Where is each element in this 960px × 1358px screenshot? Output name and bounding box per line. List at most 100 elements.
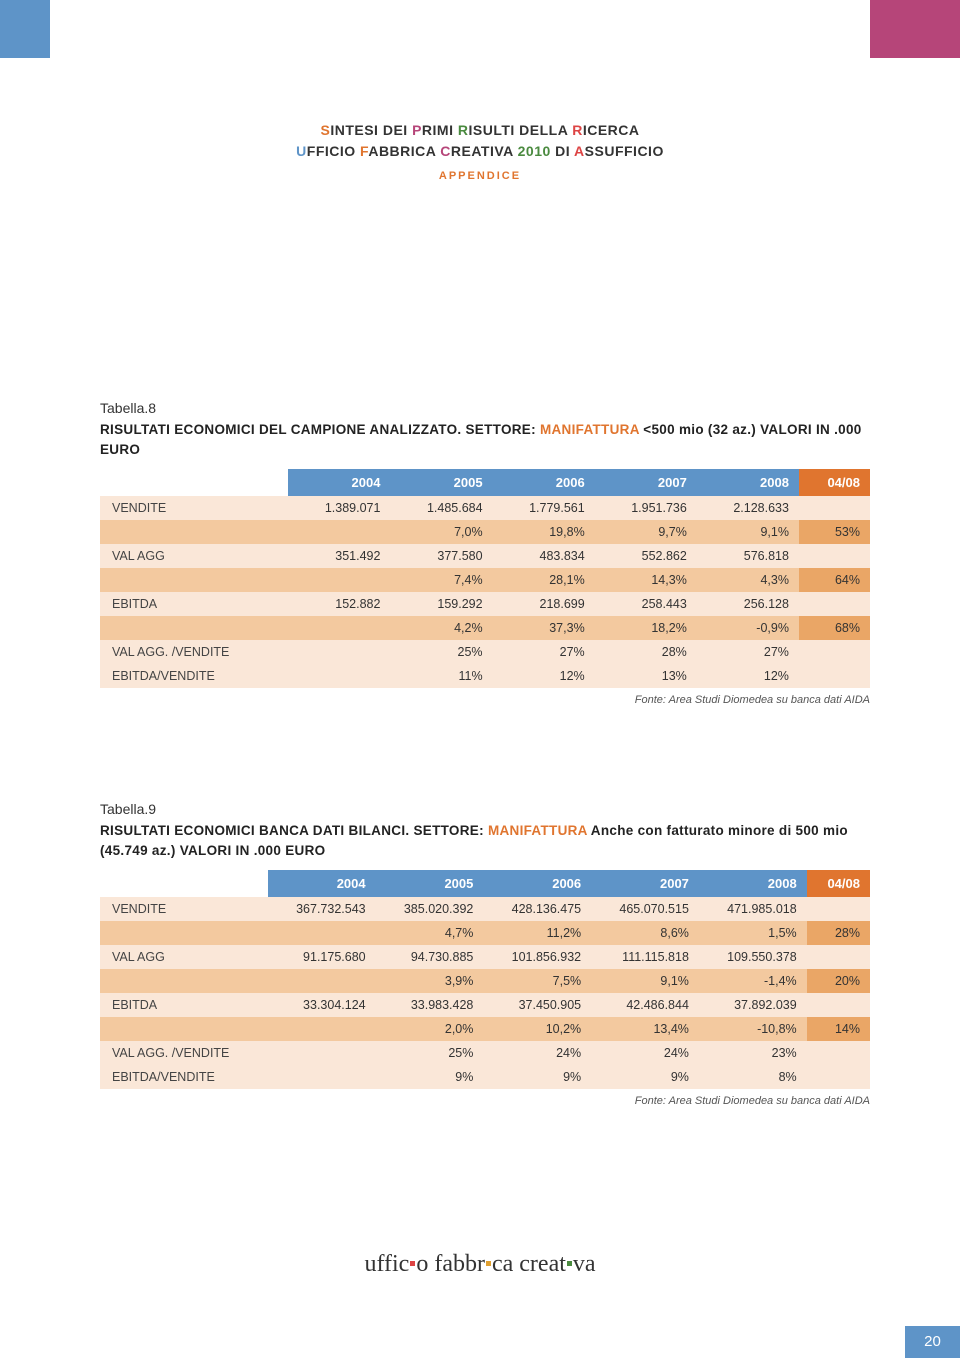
cell: 33.304.124 <box>268 993 376 1017</box>
cell <box>100 921 268 945</box>
cell: 385.020.392 <box>376 897 484 921</box>
col-header: 2005 <box>376 870 484 897</box>
table2-label: Tabella.9 <box>100 801 870 817</box>
cell: 1.951.736 <box>595 496 697 520</box>
cell: 27% <box>493 640 595 664</box>
table1-title-pre: RISULTATI ECONOMICI DEL CAMPIONE ANALIZZ… <box>100 422 540 437</box>
cell: 19,8% <box>493 520 595 544</box>
cell: 3,9% <box>376 969 484 993</box>
cell: -0,9% <box>697 616 799 640</box>
cell: 109.550.378 <box>699 945 807 969</box>
page-header: SINTESI DEI PRIMI RISULTI DELLA RICERCA … <box>0 120 960 185</box>
cell: 351.492 <box>288 544 390 568</box>
cell: 465.070.515 <box>591 897 699 921</box>
cell <box>799 544 870 568</box>
cell: 42.486.844 <box>591 993 699 1017</box>
cell: 64% <box>799 568 870 592</box>
cell: -1,4% <box>699 969 807 993</box>
cell: 1,5% <box>699 921 807 945</box>
cell <box>268 1017 376 1041</box>
cell: 101.856.932 <box>483 945 591 969</box>
cell: EBITDA <box>100 592 288 616</box>
cell: 9% <box>591 1065 699 1089</box>
cell <box>807 1041 870 1065</box>
cell: VENDITE <box>100 496 288 520</box>
col-header <box>100 870 268 897</box>
cell: VAL AGG. /VENDITE <box>100 1041 268 1065</box>
cell: 11,2% <box>483 921 591 945</box>
table-row: 4,2%37,3%18,2%-0,9%68% <box>100 616 870 640</box>
cell: 53% <box>799 520 870 544</box>
cell: VAL AGG <box>100 544 288 568</box>
table-row: VAL AGG. /VENDITE25%24%24%23% <box>100 1041 870 1065</box>
cell <box>100 969 268 993</box>
cell: 18,2% <box>595 616 697 640</box>
cell: 428.136.475 <box>483 897 591 921</box>
cell: 14,3% <box>595 568 697 592</box>
cell <box>268 1041 376 1065</box>
table-row: 2,0%10,2%13,4%-10,8%14% <box>100 1017 870 1041</box>
cell: EBITDA/VENDITE <box>100 664 288 688</box>
cell: 14% <box>807 1017 870 1041</box>
section-2: Tabella.9 RISULTATI ECONOMICI BANCA DATI… <box>100 801 870 1107</box>
table-row: VAL AGG351.492377.580483.834552.862576.8… <box>100 544 870 568</box>
cell: VAL AGG. /VENDITE <box>100 640 288 664</box>
table2-source: Fonte: Area Studi Diomedea su banca dati… <box>100 1095 870 1107</box>
cell <box>807 993 870 1017</box>
cell: 256.128 <box>697 592 799 616</box>
cell: 4,3% <box>697 568 799 592</box>
table-row: EBITDA/VENDITE11%12%13%12% <box>100 664 870 688</box>
cell: 483.834 <box>493 544 595 568</box>
cell: 37.892.039 <box>699 993 807 1017</box>
cell: 4,7% <box>376 921 484 945</box>
cell: 9% <box>376 1065 484 1089</box>
cell <box>100 520 288 544</box>
table-row: 3,9%7,5%9,1%-1,4%20% <box>100 969 870 993</box>
col-header: 2007 <box>595 469 697 496</box>
footer-logo: uffico fabbrca creatva <box>0 1251 960 1278</box>
header-line2: UFFICIO FABBRICA CREATIVA 2010 DI ASSUFF… <box>0 141 960 162</box>
table-row: EBITDA152.882159.292218.699258.443256.12… <box>100 592 870 616</box>
table-row: VENDITE1.389.0711.485.6841.779.5611.951.… <box>100 496 870 520</box>
col-header: 2006 <box>493 469 595 496</box>
cell: 152.882 <box>288 592 390 616</box>
cell <box>288 568 390 592</box>
cell: 7,5% <box>483 969 591 993</box>
cell: 7,4% <box>390 568 492 592</box>
col-header: 04/08 <box>799 469 870 496</box>
col-header: 2007 <box>591 870 699 897</box>
cell <box>268 969 376 993</box>
cell <box>288 664 390 688</box>
table2: 2004200520062007200804/08VENDITE367.732.… <box>100 870 870 1089</box>
cell: 9,1% <box>591 969 699 993</box>
cell: 1.779.561 <box>493 496 595 520</box>
cell: 37,3% <box>493 616 595 640</box>
cell <box>807 897 870 921</box>
cell: 9% <box>483 1065 591 1089</box>
table1-title: RISULTATI ECONOMICI DEL CAMPIONE ANALIZZ… <box>100 420 870 459</box>
col-header: 04/08 <box>807 870 870 897</box>
cell: 20% <box>807 969 870 993</box>
cell <box>100 616 288 640</box>
cell: 367.732.543 <box>268 897 376 921</box>
cell <box>268 921 376 945</box>
cell: 552.862 <box>595 544 697 568</box>
table1-title-hl: MANIFATTURA <box>540 422 639 437</box>
cell: -10,8% <box>699 1017 807 1041</box>
cell <box>799 496 870 520</box>
cell: 9,1% <box>697 520 799 544</box>
table-row: VAL AGG. /VENDITE25%27%28%27% <box>100 640 870 664</box>
cell: 68% <box>799 616 870 640</box>
table2-title: RISULTATI ECONOMICI BANCA DATI BILANCI. … <box>100 821 870 860</box>
section-1: Tabella.8 RISULTATI ECONOMICI DEL CAMPIO… <box>100 400 870 706</box>
cell: 218.699 <box>493 592 595 616</box>
cell: 28% <box>807 921 870 945</box>
cell: VENDITE <box>100 897 268 921</box>
cell: 23% <box>699 1041 807 1065</box>
cell: 25% <box>376 1041 484 1065</box>
cell: 25% <box>390 640 492 664</box>
cell <box>807 945 870 969</box>
cell: EBITDA/VENDITE <box>100 1065 268 1089</box>
cell: 377.580 <box>390 544 492 568</box>
cell: 12% <box>493 664 595 688</box>
